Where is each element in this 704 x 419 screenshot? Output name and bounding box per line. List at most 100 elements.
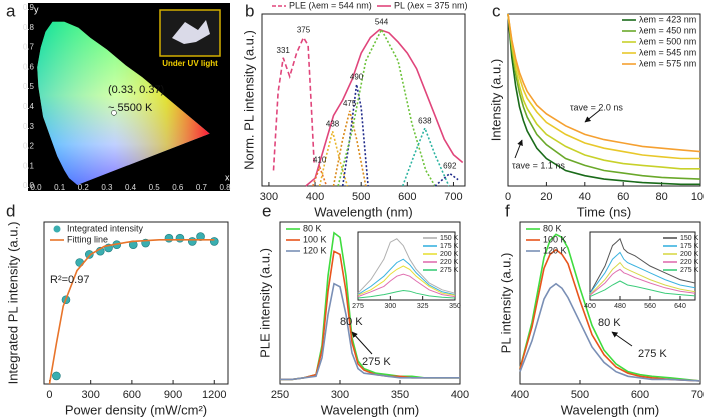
panel-letter: b xyxy=(245,1,254,20)
x-tick-label: 600 xyxy=(631,389,649,401)
x-tick-label: 80 xyxy=(655,191,667,203)
x-tick-label: 600 xyxy=(398,191,416,203)
x-axis-title: x xyxy=(225,172,230,182)
data-point xyxy=(52,371,61,381)
x-tick-label: 325 xyxy=(417,303,429,310)
plot-frame xyxy=(43,221,229,385)
x-tick-label: 0.2 xyxy=(78,183,90,192)
x-tick-label: 900 xyxy=(164,389,182,401)
uv-sample xyxy=(172,20,210,44)
data-line xyxy=(519,233,701,382)
legend-label: 220 K xyxy=(440,259,459,266)
y-tick-label: 0.6 xyxy=(23,62,35,71)
inset-caption: Under UV light xyxy=(162,59,218,68)
annotation: 275 K xyxy=(638,348,667,360)
panel-letter: a xyxy=(6,1,16,20)
x-tick-label: 100 xyxy=(691,191,704,203)
panel-letter: e xyxy=(262,201,271,220)
x-tick-label: 0 xyxy=(46,389,52,401)
legend-label: λem = 545 nm xyxy=(639,47,696,57)
x-tick-label: 0.8 xyxy=(219,183,231,192)
peak-label: 438 xyxy=(326,119,340,128)
annotation-arrow xyxy=(584,109,601,123)
data-line xyxy=(507,13,701,153)
data-line xyxy=(305,28,464,187)
annotation: τave = 2.0 ns xyxy=(570,102,623,112)
x-tick-label: 0.4 xyxy=(125,183,137,192)
data-line xyxy=(507,13,700,186)
x-tick-label: 1200 xyxy=(202,389,226,401)
annotation: 275 K xyxy=(362,356,391,368)
peak-label: 410 xyxy=(313,155,327,164)
legend-marker xyxy=(53,225,61,233)
y-tick-label: 0.3 xyxy=(23,122,35,131)
x-tick-label: 0.7 xyxy=(196,183,208,192)
legend-label: λem = 575 nm xyxy=(639,58,696,68)
x-tick-label: 0.3 xyxy=(101,183,113,192)
y-tick-label: 0.9 xyxy=(23,3,35,12)
annotation: τave = 1.1 ns xyxy=(512,160,565,170)
annotation: 80 K xyxy=(598,317,621,329)
data-line xyxy=(48,239,215,385)
x-tick-label: 0.6 xyxy=(172,183,184,192)
x-tick-label: 0 xyxy=(505,191,511,203)
data-point xyxy=(209,237,219,246)
x-tick-label: 400 xyxy=(584,303,596,310)
legend-label: 150 K xyxy=(440,235,459,242)
y-axis-title: PLE intensity (a.u.) xyxy=(257,248,272,358)
y-tick-label: 0.4 xyxy=(23,102,35,111)
data-line xyxy=(589,251,696,294)
annotation: R²=0.97 xyxy=(50,274,89,286)
x-tick-label: 250 xyxy=(271,389,289,401)
data-line xyxy=(341,84,369,187)
legend-label: λem = 423 nm xyxy=(639,14,696,24)
data-point xyxy=(187,237,197,246)
legend-label: 100 K xyxy=(303,234,327,244)
data-line xyxy=(519,282,701,382)
panel-letter: c xyxy=(492,1,501,20)
chromaticity-point xyxy=(111,110,117,116)
legend-label: Fitting line xyxy=(67,234,108,244)
data-line xyxy=(519,248,701,382)
annotation: (0.33, 0.37) xyxy=(108,84,164,96)
x-tick-label: 300 xyxy=(260,191,278,203)
data-point xyxy=(85,250,94,259)
data-line xyxy=(337,27,436,187)
legend-label: 175 K xyxy=(680,243,699,250)
y-axis-title: Norm. PL intensity (a.u.) xyxy=(241,30,256,170)
peak-label: 692 xyxy=(443,162,457,171)
x-tick-label: 400 xyxy=(511,389,529,401)
x-axis-title: Wavelength (nm) xyxy=(561,402,660,417)
legend-label: 150 K xyxy=(680,235,699,242)
data-line xyxy=(401,125,450,187)
x-tick-label: 350 xyxy=(391,389,409,401)
peak-label: 331 xyxy=(277,46,291,55)
legend-label: 220 K xyxy=(680,259,699,266)
data-line xyxy=(357,265,456,296)
legend-label: 120 K xyxy=(543,245,567,255)
legend-label: 200 K xyxy=(440,251,459,258)
y-axis-title: y xyxy=(34,4,39,14)
legend-label: 275 K xyxy=(440,267,459,274)
data-point xyxy=(175,233,185,243)
plot-frame xyxy=(261,13,466,187)
peak-label: 638 xyxy=(418,116,432,125)
legend-label: 275 K xyxy=(680,267,699,274)
peak-label: 490 xyxy=(350,72,364,81)
data-line xyxy=(507,13,700,160)
data-line xyxy=(280,282,460,381)
y-axis-title: PL intensity (a.u.) xyxy=(498,253,513,354)
peak-label: 475 xyxy=(343,99,357,108)
peak-label: 375 xyxy=(297,26,311,35)
y-tick-label: 0.5 xyxy=(23,82,35,91)
x-tick-label: 400 xyxy=(451,389,469,401)
y-tick-label: 0.2 xyxy=(23,142,35,151)
x-tick-label: 560 xyxy=(644,303,656,310)
data-line xyxy=(434,172,459,187)
x-tick-label: 40 xyxy=(579,191,591,203)
y-tick-label: 0.1 xyxy=(23,161,35,170)
panel-letter: d xyxy=(6,201,15,220)
x-tick-label: 500 xyxy=(571,389,589,401)
y-axis-title: Integrated PL intensity (a.u.) xyxy=(5,222,20,385)
